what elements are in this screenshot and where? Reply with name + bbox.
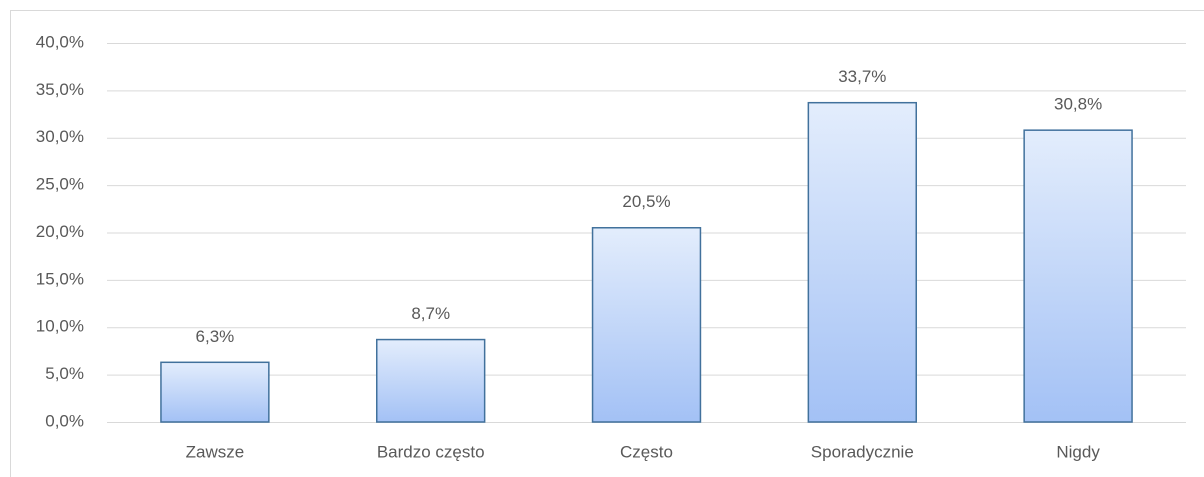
x-tick-label: Często bbox=[620, 442, 673, 461]
x-tick-label: Bardzo często bbox=[377, 442, 485, 461]
bar bbox=[1023, 129, 1133, 423]
data-label: 6,3% bbox=[196, 327, 235, 346]
bar bbox=[807, 101, 917, 423]
y-tick-label: 35,0% bbox=[36, 80, 84, 99]
bar bbox=[160, 361, 270, 423]
y-tick-label: 15,0% bbox=[36, 269, 84, 288]
y-tick-label: 25,0% bbox=[36, 175, 84, 194]
chart-frame bbox=[10, 10, 1204, 477]
y-tick-label: 40,0% bbox=[36, 32, 84, 51]
y-tick-label: 10,0% bbox=[36, 317, 84, 336]
x-tick-label: Nigdy bbox=[1056, 442, 1100, 461]
y-tick-label: 5,0% bbox=[45, 364, 84, 383]
x-tick-label: Sporadycznie bbox=[811, 442, 914, 461]
data-label: 33,7% bbox=[838, 67, 886, 86]
y-tick-label: 0,0% bbox=[45, 411, 84, 430]
x-tick-label: Zawsze bbox=[186, 442, 245, 461]
data-label: 20,5% bbox=[622, 192, 670, 211]
data-label: 8,7% bbox=[411, 304, 450, 323]
y-tick-label: 20,0% bbox=[36, 222, 84, 241]
y-tick-label: 30,0% bbox=[36, 127, 84, 146]
bar bbox=[591, 227, 702, 423]
data-label: 30,8% bbox=[1054, 95, 1102, 114]
bar bbox=[376, 338, 486, 423]
